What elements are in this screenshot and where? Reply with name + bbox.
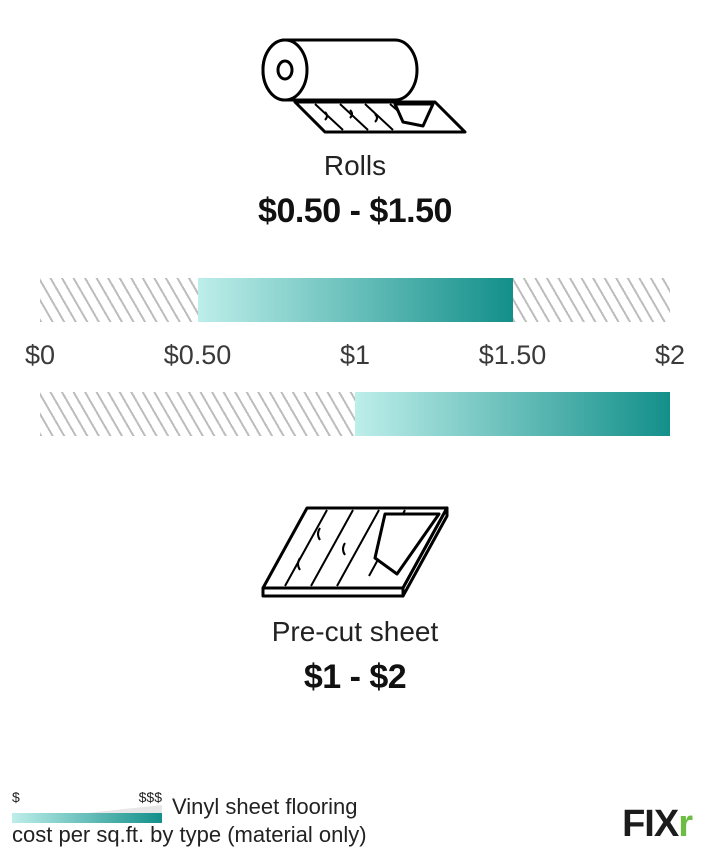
axis-tick: $1.50 <box>479 340 547 371</box>
legend-line2: cost per sq.ft. by type (material only) <box>12 821 698 849</box>
rolls-price: $0.50 - $1.50 <box>0 192 710 231</box>
rolls-track <box>40 278 670 322</box>
precut-label: Pre-cut sheet <box>0 616 710 648</box>
legend-max-symbol: $$$ <box>139 789 162 805</box>
rolls-icon <box>0 22 710 142</box>
precut-icon <box>0 488 710 608</box>
logo-main: FIX <box>622 803 678 845</box>
legend-min-symbol: $ <box>12 789 20 805</box>
gradient-swatch-icon <box>12 813 162 823</box>
price-chart: $0$0.50$1$1.50$2 <box>40 278 670 436</box>
legend-swatch: $ $$$ <box>12 805 162 821</box>
precut-price: $1 - $2 <box>0 658 710 697</box>
fixr-logo: FIXr <box>622 803 692 846</box>
logo-accent: r <box>678 803 692 846</box>
rolls-label: Rolls <box>0 150 710 182</box>
precut-section: Pre-cut sheet $1 - $2 <box>0 488 710 697</box>
footer: $ $$$ Vinyl sheet flooring cost per sq.f… <box>12 793 698 848</box>
precut-bar <box>355 392 670 436</box>
axis-tick: $0.50 <box>164 340 232 371</box>
rolls-section: Rolls $0.50 - $1.50 <box>0 22 710 231</box>
rolls-bar <box>198 278 513 322</box>
legend: $ $$$ Vinyl sheet flooring <box>12 793 698 821</box>
axis-tick: $1 <box>340 340 370 371</box>
axis-tick: $2 <box>655 340 685 371</box>
legend-line1: Vinyl sheet flooring <box>172 793 358 821</box>
precut-track <box>40 392 670 436</box>
axis: $0$0.50$1$1.50$2 <box>40 322 670 392</box>
legend-caption: Vinyl sheet flooring <box>172 793 358 821</box>
page: Rolls $0.50 - $1.50 $0 $0.50 $1 $1.50 $2 <box>0 0 710 860</box>
axis-tick: $0 <box>25 340 55 371</box>
